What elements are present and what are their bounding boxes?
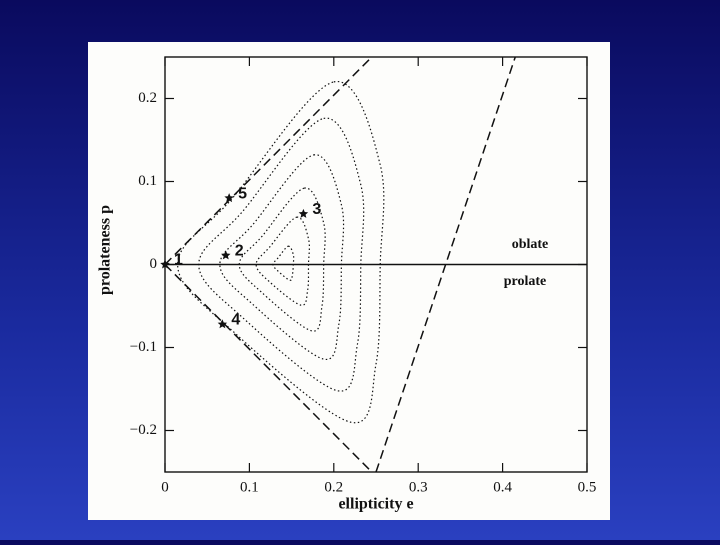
point (224, 193, 234, 203)
dashed-line (165, 263, 373, 472)
y-tick-label: −0.1 (130, 339, 157, 355)
contour (238, 187, 326, 332)
x-tick-label: 0.5 (578, 479, 597, 495)
y-axis-label: prolateness p (97, 205, 114, 295)
point (217, 319, 228, 329)
figure-panel (88, 42, 610, 520)
x-tick-label: 0.4 (493, 479, 512, 495)
y-tick-label: 0.1 (138, 173, 157, 189)
point-label: 4 (231, 311, 240, 328)
y-tick-label: −0.2 (130, 422, 157, 438)
contour (255, 216, 310, 306)
y-tick-label: 0.2 (138, 90, 157, 106)
annotation: oblate (512, 237, 549, 252)
point (298, 208, 309, 218)
point (160, 259, 170, 269)
point-label: 5 (238, 185, 247, 202)
point (221, 250, 231, 260)
point-label: 3 (312, 201, 321, 218)
annotation: prolate (504, 274, 547, 289)
contour (177, 81, 385, 424)
x-axis-label: ellipticity e (338, 496, 413, 513)
contour (219, 154, 345, 360)
point-label: 1 (174, 252, 183, 269)
x-tick-label: 0 (161, 479, 169, 495)
point-label: 2 (235, 243, 244, 260)
x-tick-label: 0.1 (240, 479, 259, 495)
contour (272, 245, 295, 281)
x-tick-label: 0.2 (324, 479, 343, 495)
plot-area (165, 57, 587, 472)
contour (198, 117, 365, 392)
x-tick-label: 0.3 (409, 479, 428, 495)
y-tick-label: 0 (150, 256, 158, 272)
